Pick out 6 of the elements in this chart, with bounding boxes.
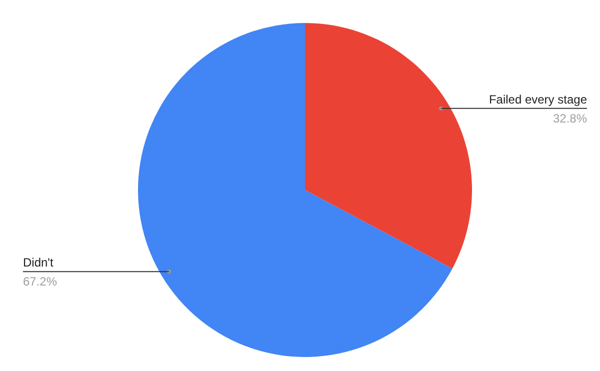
pie-slice [305, 23, 472, 269]
slice-label: Failed every stage [488, 92, 588, 106]
data-label: 67.2% [23, 274, 58, 289]
slice-label: Didn't [23, 256, 54, 270]
pie-slice [138, 23, 452, 357]
data-label: 32.8% [552, 111, 588, 126]
